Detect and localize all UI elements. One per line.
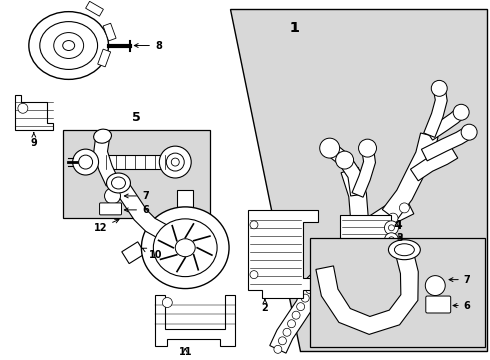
Polygon shape xyxy=(122,242,145,264)
Ellipse shape xyxy=(142,207,229,289)
Circle shape xyxy=(166,153,184,171)
Ellipse shape xyxy=(29,12,108,80)
Text: 7: 7 xyxy=(449,275,470,285)
Circle shape xyxy=(461,124,477,140)
Circle shape xyxy=(359,139,376,157)
Polygon shape xyxy=(325,143,365,196)
Circle shape xyxy=(365,234,375,244)
Polygon shape xyxy=(421,127,472,161)
Circle shape xyxy=(389,225,394,231)
Bar xyxy=(310,238,485,347)
Circle shape xyxy=(288,320,295,328)
Bar xyxy=(98,49,111,67)
Circle shape xyxy=(73,149,98,175)
Circle shape xyxy=(319,138,340,158)
Circle shape xyxy=(331,264,341,274)
Circle shape xyxy=(425,276,445,296)
Circle shape xyxy=(172,158,179,166)
Polygon shape xyxy=(270,287,318,353)
Circle shape xyxy=(389,249,394,255)
Polygon shape xyxy=(114,181,172,242)
Text: 11: 11 xyxy=(178,347,192,357)
FancyBboxPatch shape xyxy=(426,296,451,313)
Ellipse shape xyxy=(112,177,125,189)
Bar xyxy=(86,1,103,16)
Ellipse shape xyxy=(106,173,130,193)
Circle shape xyxy=(278,337,287,345)
Polygon shape xyxy=(424,87,447,138)
Circle shape xyxy=(431,80,447,96)
Circle shape xyxy=(250,221,258,229)
Polygon shape xyxy=(15,95,53,130)
Ellipse shape xyxy=(40,22,98,69)
Ellipse shape xyxy=(389,240,420,260)
Circle shape xyxy=(18,103,28,113)
Bar xyxy=(103,23,116,41)
Circle shape xyxy=(159,146,191,178)
Circle shape xyxy=(306,285,314,293)
Text: 1: 1 xyxy=(290,21,300,35)
Polygon shape xyxy=(426,108,465,140)
Ellipse shape xyxy=(153,219,217,276)
Circle shape xyxy=(283,328,291,336)
Polygon shape xyxy=(303,196,414,297)
Polygon shape xyxy=(248,210,318,298)
Polygon shape xyxy=(98,155,168,169)
Polygon shape xyxy=(411,146,458,181)
Circle shape xyxy=(377,224,387,233)
Polygon shape xyxy=(177,190,193,207)
Text: 12: 12 xyxy=(94,219,119,233)
Circle shape xyxy=(343,254,352,264)
Bar xyxy=(340,215,392,275)
Polygon shape xyxy=(352,147,375,197)
Ellipse shape xyxy=(63,41,74,50)
Text: 4: 4 xyxy=(393,219,402,232)
Circle shape xyxy=(250,271,258,279)
Text: 9: 9 xyxy=(30,132,37,148)
Circle shape xyxy=(389,237,394,243)
Circle shape xyxy=(104,188,121,204)
Polygon shape xyxy=(319,250,340,265)
Text: 10: 10 xyxy=(143,248,162,260)
Polygon shape xyxy=(94,137,119,186)
Text: 6: 6 xyxy=(124,205,149,215)
Ellipse shape xyxy=(175,239,195,257)
Bar xyxy=(63,130,210,218)
Circle shape xyxy=(336,151,354,169)
Circle shape xyxy=(388,213,398,223)
Polygon shape xyxy=(341,167,368,242)
Circle shape xyxy=(399,203,409,213)
Ellipse shape xyxy=(394,244,415,256)
Circle shape xyxy=(78,155,93,169)
Circle shape xyxy=(292,311,300,319)
Ellipse shape xyxy=(94,129,111,143)
Circle shape xyxy=(301,294,309,302)
Text: 3: 3 xyxy=(396,233,403,243)
Circle shape xyxy=(296,303,305,311)
Polygon shape xyxy=(316,251,418,334)
Text: 2: 2 xyxy=(262,300,269,312)
Text: 7: 7 xyxy=(124,191,149,201)
Circle shape xyxy=(385,221,398,235)
Text: 1: 1 xyxy=(290,21,300,35)
Circle shape xyxy=(274,345,282,353)
Circle shape xyxy=(453,104,469,120)
Ellipse shape xyxy=(54,32,84,58)
Circle shape xyxy=(162,298,172,307)
Circle shape xyxy=(385,233,398,247)
Circle shape xyxy=(319,275,330,285)
Polygon shape xyxy=(230,9,487,351)
Polygon shape xyxy=(382,133,438,220)
Text: 8: 8 xyxy=(134,41,162,50)
Circle shape xyxy=(385,245,398,259)
Polygon shape xyxy=(155,294,235,346)
Text: 6: 6 xyxy=(453,301,470,311)
Circle shape xyxy=(354,244,364,254)
FancyBboxPatch shape xyxy=(99,203,122,215)
Text: 5: 5 xyxy=(132,111,141,124)
